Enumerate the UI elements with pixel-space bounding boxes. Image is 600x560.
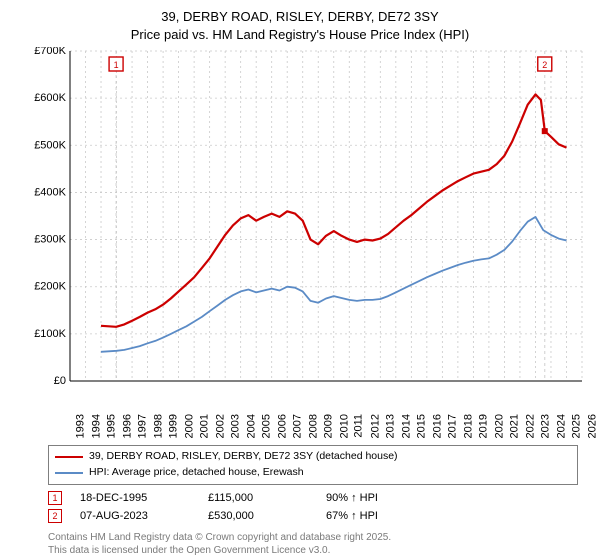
marker-row: 2 07-AUG-2023 £530,000 67% ↑ HPI <box>48 507 578 525</box>
marker-date: 07-AUG-2023 <box>80 510 190 522</box>
marker-price: £115,000 <box>208 492 308 504</box>
marker-date: 18-DEC-1995 <box>80 492 190 504</box>
title-address: 39, DERBY ROAD, RISLEY, DERBY, DE72 3SY <box>10 8 590 26</box>
svg-text:£700K: £700K <box>34 47 66 57</box>
legend-swatch <box>55 456 83 458</box>
footer-line: Contains HM Land Registry data © Crown c… <box>48 531 578 544</box>
chart-svg: £0 £100K £200K £300K £400K £500K £600K £700K 1 2 <box>28 47 588 387</box>
marker-price: £530,000 <box>208 510 308 522</box>
footer-line: This data is licensed under the Open Gov… <box>48 544 578 557</box>
legend-swatch <box>55 472 83 474</box>
x-axis-ticks: 1993199419951996199719981999200020012002… <box>18 388 578 436</box>
legend: 39, DERBY ROAD, RISLEY, DERBY, DE72 3SY … <box>48 445 578 485</box>
svg-text:2: 2 <box>542 60 547 70</box>
plot-area: £0 £100K £200K £300K £400K £500K £600K £700K 1 2 <box>28 47 588 387</box>
svg-text:£200K: £200K <box>34 281 66 293</box>
chart-container: 39, DERBY ROAD, RISLEY, DERBY, DE72 3SY … <box>0 0 600 560</box>
marker-delta: 90% ↑ HPI <box>326 492 436 504</box>
title-subtitle: Price paid vs. HM Land Registry's House … <box>10 26 590 44</box>
svg-text:£400K: £400K <box>34 187 66 199</box>
svg-text:£500K: £500K <box>34 139 66 151</box>
marker-delta: 67% ↑ HPI <box>326 510 436 522</box>
marker-badge: 2 <box>48 509 62 523</box>
marker-table: 1 18-DEC-1995 £115,000 90% ↑ HPI 2 07-AU… <box>48 489 578 525</box>
chart-title: 39, DERBY ROAD, RISLEY, DERBY, DE72 3SY … <box>10 8 590 43</box>
marker-badge: 1 <box>48 491 62 505</box>
legend-label: HPI: Average price, detached house, Erew… <box>89 465 304 481</box>
svg-text:£300K: £300K <box>34 234 66 246</box>
legend-item: 39, DERBY ROAD, RISLEY, DERBY, DE72 3SY … <box>55 449 571 465</box>
svg-text:£0: £0 <box>54 375 66 387</box>
svg-text:£100K: £100K <box>34 328 66 340</box>
marker-row: 1 18-DEC-1995 £115,000 90% ↑ HPI <box>48 489 578 507</box>
legend-item: HPI: Average price, detached house, Erew… <box>55 465 571 481</box>
footer-attribution: Contains HM Land Registry data © Crown c… <box>48 531 578 557</box>
svg-text:1: 1 <box>114 60 119 70</box>
svg-text:£600K: £600K <box>34 92 66 104</box>
legend-label: 39, DERBY ROAD, RISLEY, DERBY, DE72 3SY … <box>89 449 398 465</box>
